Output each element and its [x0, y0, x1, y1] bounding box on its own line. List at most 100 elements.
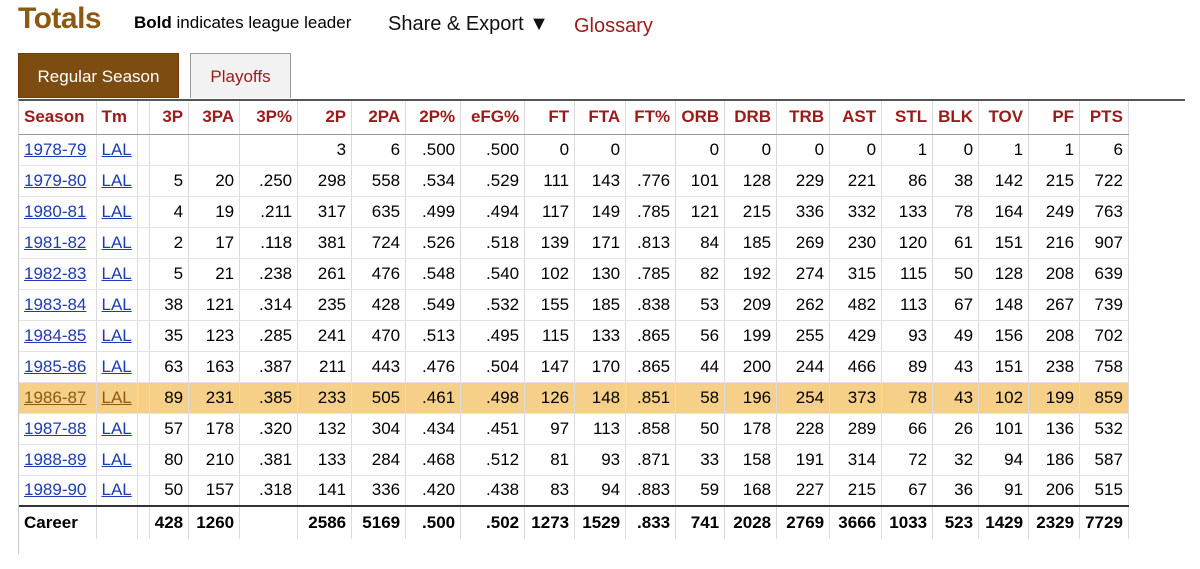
team-cell: LAL — [96, 351, 138, 383]
column-header-2p-pct[interactable]: 2P% — [405, 101, 462, 135]
stat-cell: 78 — [932, 196, 980, 228]
team-link[interactable]: LAL — [101, 480, 132, 500]
season-link[interactable]: 1986-87 — [24, 387, 87, 407]
stat-cell: 81 — [524, 444, 576, 476]
stat-cell: 0 — [932, 134, 980, 166]
stat-cell: 133 — [574, 320, 627, 352]
column-header-fta[interactable]: FTA — [574, 101, 627, 135]
stat-cell: 215 — [829, 475, 883, 507]
column-header-trb[interactable]: TRB — [776, 101, 831, 135]
stat-cell: 196 — [724, 382, 778, 414]
column-header-3pa[interactable]: 3PA — [188, 101, 241, 135]
column-header-blk[interactable]: BLK — [932, 101, 980, 135]
column-header-ft[interactable]: FT — [524, 101, 576, 135]
tab-playoffs[interactable]: Playoffs — [190, 53, 291, 98]
stat-cell: 0 — [776, 134, 831, 166]
stat-cell: .285 — [239, 320, 299, 352]
team-link[interactable]: LAL — [101, 201, 132, 221]
career-stat-cell: 2586 — [297, 505, 353, 539]
table-row: 1983-84 LAL 38 121.314 235 428.549.532 155 185.… — [19, 289, 1129, 321]
tab-regular-season[interactable]: Regular Season — [18, 53, 179, 98]
season-link[interactable]: 1978-79 — [24, 139, 87, 159]
column-header-tm[interactable]: Tm — [96, 101, 138, 135]
table-row: 1989-90 LAL 50 157.318 141 336.420.438 83 94.88… — [19, 475, 1129, 507]
stat-cell: 148 — [574, 382, 627, 414]
stat-cell — [137, 351, 150, 383]
column-header-pts[interactable]: PTS — [1079, 101, 1129, 135]
team-link[interactable]: LAL — [101, 356, 132, 376]
season-link[interactable]: 1987-88 — [24, 418, 87, 438]
team-link[interactable]: LAL — [101, 263, 132, 283]
stat-cell: .499 — [405, 196, 462, 228]
column-header-orb[interactable]: ORB — [675, 101, 726, 135]
stat-cell: 235 — [297, 289, 353, 321]
season-link[interactable]: 1989-90 — [24, 480, 87, 500]
stat-cell: 482 — [829, 289, 883, 321]
stat-cell: 261 — [297, 258, 353, 290]
column-header-drb[interactable]: DRB — [724, 101, 778, 135]
column-header-efg-pct[interactable]: eFG% — [460, 101, 526, 135]
stat-cell: 4 — [149, 196, 190, 228]
stat-cell: 5 — [149, 258, 190, 290]
stat-cell: .118 — [239, 227, 299, 259]
stat-cell: 230 — [829, 227, 883, 259]
season-cell: 1982-83 — [19, 258, 97, 290]
share-export-menu[interactable]: Share & Export ▼ — [388, 13, 549, 35]
stat-cell: .532 — [460, 289, 526, 321]
stat-cell: 19 — [188, 196, 241, 228]
team-link[interactable]: LAL — [101, 449, 132, 469]
season-link[interactable]: 1982-83 — [24, 263, 87, 283]
career-stat-cell: 3666 — [829, 505, 883, 539]
team-link[interactable]: LAL — [101, 170, 132, 190]
column-header-3p[interactable]: 3P — [149, 101, 190, 135]
column-header-2pa[interactable]: 2PA — [351, 101, 407, 135]
team-link[interactable]: LAL — [101, 387, 132, 407]
season-link[interactable]: 1979-80 — [24, 170, 87, 190]
stat-cell: 515 — [1079, 475, 1129, 507]
stat-cell: 178 — [724, 413, 778, 445]
stat-cell: .500 — [405, 134, 462, 166]
season-link[interactable]: 1985-86 — [24, 356, 87, 376]
glossary-link[interactable]: Glossary — [574, 15, 653, 37]
season-link[interactable]: 1983-84 — [24, 294, 87, 314]
column-header-pf[interactable]: PF — [1028, 101, 1081, 135]
team-link[interactable]: LAL — [101, 139, 132, 159]
column-header-stl[interactable]: STL — [881, 101, 934, 135]
stat-cell: 262 — [776, 289, 831, 321]
stat-cell: 117 — [524, 196, 576, 228]
stat-cell: 233 — [297, 382, 353, 414]
stat-cell: 168 — [724, 475, 778, 507]
season-link[interactable]: 1984-85 — [24, 325, 87, 345]
stat-cell: 93 — [574, 444, 627, 476]
team-link[interactable]: LAL — [101, 418, 132, 438]
stat-cell: 215 — [724, 196, 778, 228]
column-header-ft-pct[interactable]: FT% — [625, 101, 677, 135]
stat-cell: .320 — [239, 413, 299, 445]
stat-cell: 229 — [776, 165, 831, 197]
column-header-2p[interactable]: 2P — [297, 101, 353, 135]
stat-cell: 722 — [1079, 165, 1129, 197]
season-link[interactable]: 1981-82 — [24, 232, 87, 252]
stat-cell: 94 — [978, 444, 1030, 476]
column-header-season[interactable]: Season — [19, 101, 97, 135]
stat-cell: .838 — [625, 289, 677, 321]
career-stat-cell: 2769 — [776, 505, 831, 539]
table-row: 1987-88 LAL 57 178.320 132 304.434.451 97 113.8… — [19, 413, 1129, 445]
stat-cell: 244 — [776, 351, 831, 383]
team-link[interactable]: LAL — [101, 232, 132, 252]
stat-cell: 228 — [776, 413, 831, 445]
stat-cell: 470 — [351, 320, 407, 352]
column-header-ast[interactable]: AST — [829, 101, 883, 135]
team-link[interactable]: LAL — [101, 325, 132, 345]
table-row: 1978-79 LAL 3 6.500.500 0 0 0 0 0 0 1 0 1 1 6 — [19, 134, 1129, 166]
stat-cell: 429 — [829, 320, 883, 352]
column-header-3p-pct[interactable]: 3P% — [239, 101, 299, 135]
stat-cell: 639 — [1079, 258, 1129, 290]
column-header-tov[interactable]: TOV — [978, 101, 1030, 135]
season-link[interactable]: 1980-81 — [24, 201, 87, 221]
team-link[interactable]: LAL — [101, 294, 132, 314]
season-link[interactable]: 1988-89 — [24, 449, 87, 469]
stat-cell: 151 — [978, 351, 1030, 383]
stat-cell: 336 — [351, 475, 407, 507]
stat-cell: 587 — [1079, 444, 1129, 476]
